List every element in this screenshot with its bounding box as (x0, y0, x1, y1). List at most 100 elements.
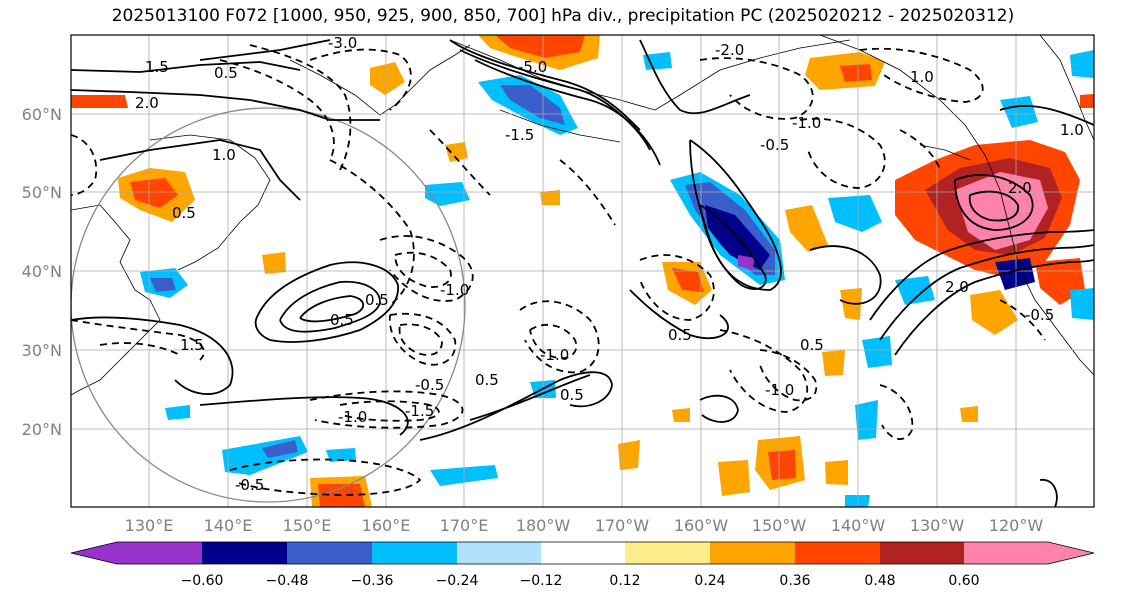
lon-label: 170°W (595, 516, 650, 535)
precip-small-patch (1070, 288, 1094, 320)
contour-line (229, 458, 422, 496)
contour-label: 1.0 (910, 68, 934, 86)
map-title: 2025013100 F072 [1000, 950, 925, 900, 85… (111, 6, 1015, 26)
contour-label: 0.5 (330, 311, 354, 329)
colorbar: −0.60 −0.48 −0.36 −0.24 −0.12 0.12 0.24 … (70, 541, 1095, 589)
precip-small-patch (825, 460, 848, 485)
contour-line (329, 159, 415, 306)
precip-small-patch (540, 190, 560, 205)
precip-small-patch (862, 336, 892, 368)
contour-line (254, 261, 399, 343)
lat-label: 60°N (22, 105, 62, 124)
contour-label: -1.5 (405, 402, 434, 420)
contour-line (559, 159, 616, 226)
contour-label: 0.5 (475, 371, 499, 389)
contour-line (999, 105, 1094, 126)
precip-extreme-negative (738, 255, 755, 270)
contour-label: -1.0 (440, 281, 469, 299)
contour-label: 0.5 (365, 291, 389, 309)
lon-label: 160°E (362, 516, 411, 535)
colorbar-segment (625, 542, 710, 564)
colorbar-tick: −0.60 (181, 573, 224, 589)
precip-small-patch (672, 408, 690, 422)
contour-label: 1.5 (180, 336, 204, 354)
contour-line (99, 342, 181, 356)
colorbar-segment (964, 542, 1048, 564)
precip-positive-japan-core (130, 178, 178, 208)
precip-small-patch (618, 440, 640, 470)
precip-small-patch (425, 182, 470, 206)
contour-line (459, 49, 651, 151)
lat-label: 30°N (22, 341, 62, 360)
coastline (499, 109, 621, 143)
range-circle (71, 107, 466, 503)
contour-line (699, 57, 814, 120)
contour-line (859, 47, 984, 103)
contour-label: 0.5 (668, 326, 692, 344)
contour-line (869, 229, 1094, 321)
precip-negative-japan-core (150, 278, 176, 292)
contour-line (474, 59, 661, 166)
contour-line (279, 280, 381, 333)
contour-line (419, 371, 613, 441)
colorbar-outline (70, 541, 1095, 565)
lat-label: 40°N (22, 262, 62, 281)
contour-line (339, 400, 440, 422)
precip-small-patch (445, 142, 468, 162)
contour-line (71, 134, 98, 196)
precip-small-patch (71, 95, 128, 108)
contour-line (1039, 479, 1058, 507)
contour-label: 1.0 (1060, 121, 1084, 139)
colorbar-segment (457, 542, 541, 564)
lon-label: 120°W (989, 516, 1044, 535)
contour-label: -5.0 (518, 58, 547, 76)
coastline (819, 35, 1051, 321)
contour-line (199, 39, 331, 61)
precip-small-patch (970, 290, 1018, 335)
lon-label: 130°W (910, 516, 965, 535)
colorbar-tick: −0.48 (266, 573, 309, 589)
contour-line (199, 396, 409, 436)
contour-label: 1.5 (145, 58, 169, 76)
lon-label: 140°E (204, 516, 253, 535)
lon-label: 130°E (125, 516, 174, 535)
precip-small-patch (828, 195, 882, 232)
colorbar-tick: −0.36 (351, 573, 394, 589)
contour-label: -1.5 (505, 126, 534, 144)
lon-label: 150°E (283, 516, 332, 535)
contour-line (699, 394, 739, 423)
coastline (71, 204, 161, 396)
precip-small-patch (262, 440, 298, 458)
contour-label: 1.0 (212, 146, 236, 164)
precip-small-patch (845, 495, 870, 507)
contour-line (71, 89, 380, 121)
precip-small-patch (672, 268, 704, 292)
colorbar-segment (372, 542, 457, 564)
contour-line (954, 174, 1034, 231)
contour-line (999, 299, 1046, 341)
precip-small-patch (895, 276, 935, 305)
contour-line (879, 384, 914, 440)
contour-line (449, 39, 641, 131)
contour-line (299, 295, 364, 323)
lat-label: 20°N (22, 420, 62, 439)
precip-small-patch (785, 205, 828, 252)
contour-line (699, 204, 767, 290)
contour-line (879, 244, 1094, 341)
map-frame (70, 34, 1095, 508)
contour-line (899, 129, 941, 171)
contour-label: 0.5 (800, 336, 824, 354)
contour-label: 2.0 (945, 278, 969, 296)
colorbar-tick: 0.48 (864, 573, 895, 589)
contour-line (639, 254, 715, 321)
contour-label: -0.5 (760, 136, 789, 154)
colorbar-tick: −0.24 (436, 573, 479, 589)
contour-line (379, 235, 474, 302)
contour-line (809, 245, 882, 305)
precip-small-patch (960, 406, 978, 422)
contour-label: 0.5 (560, 386, 584, 404)
lon-label: 150°W (752, 516, 807, 535)
precip-small-patch (318, 484, 365, 507)
contour-label: -3.0 (328, 34, 357, 52)
contour-line (219, 59, 335, 161)
